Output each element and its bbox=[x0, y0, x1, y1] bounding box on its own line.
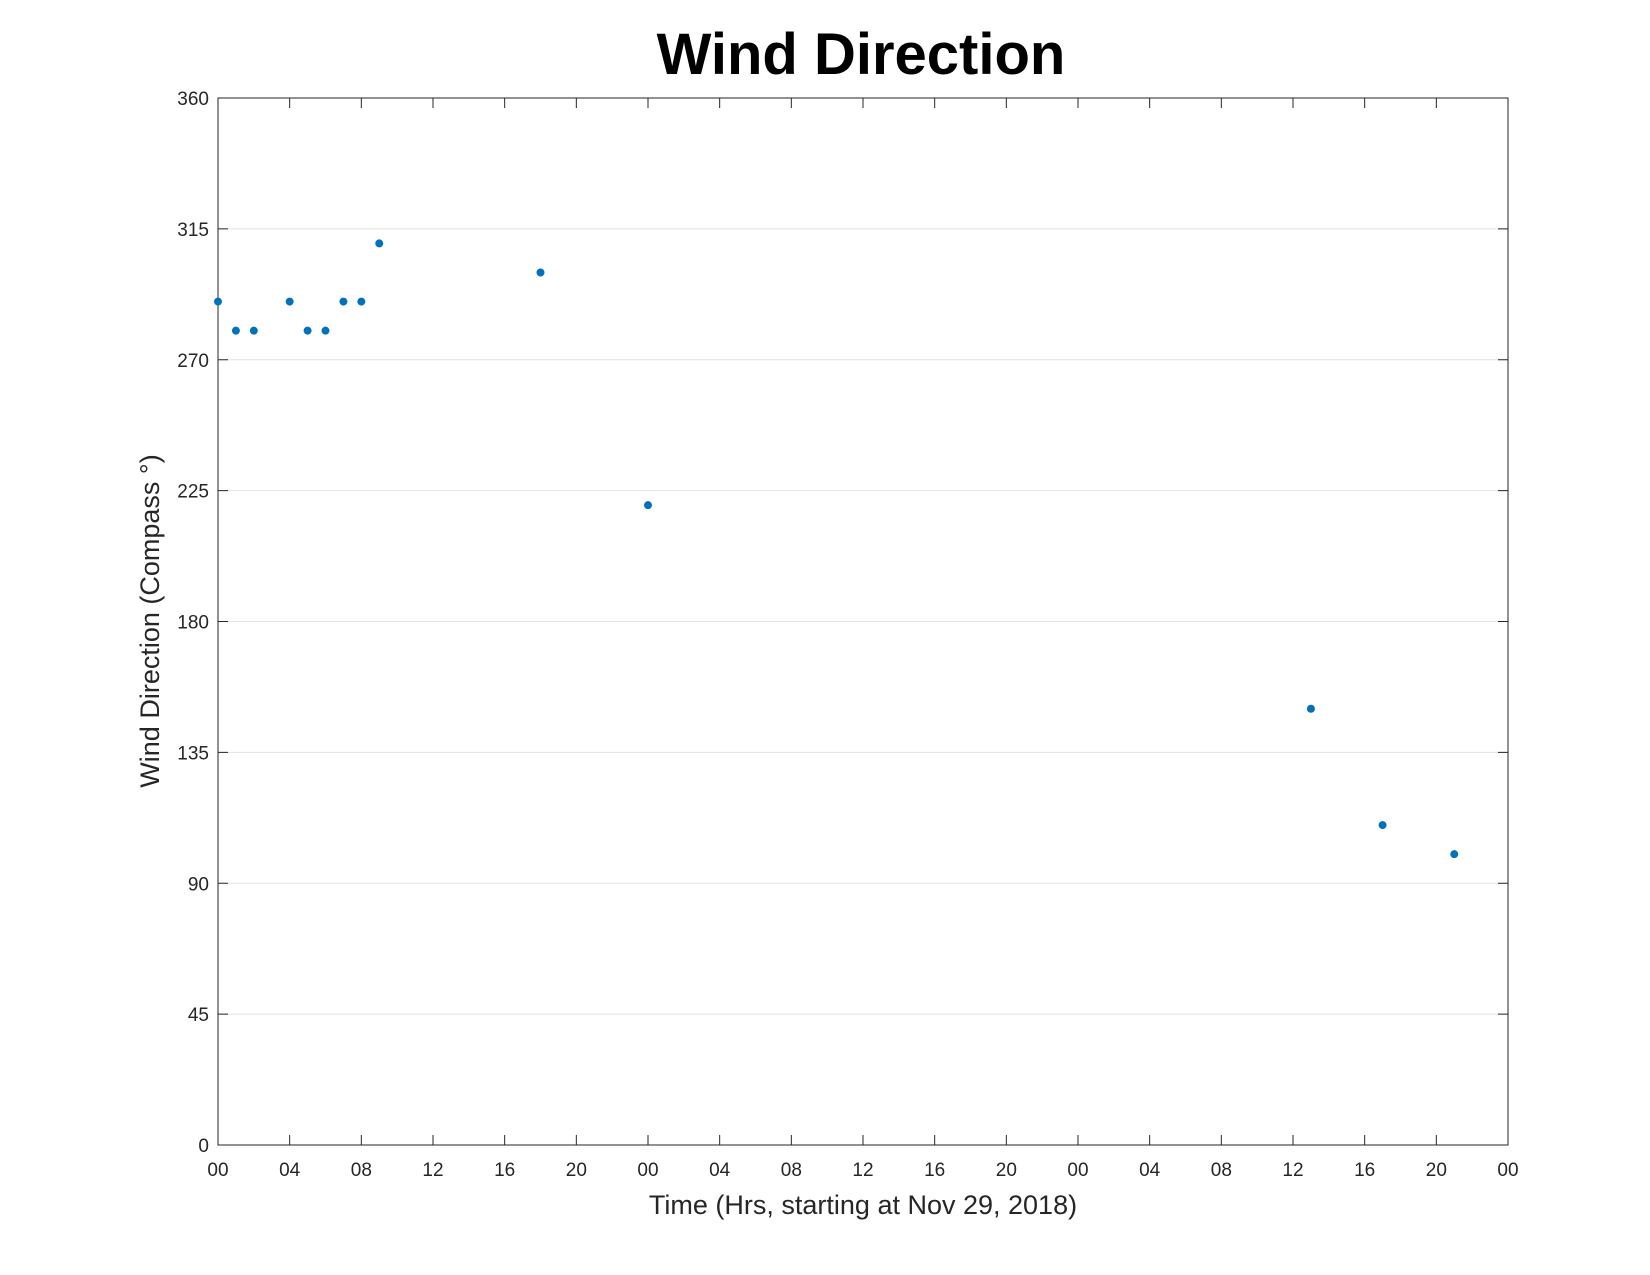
data-point bbox=[285, 297, 294, 306]
y-tick-label: 90 bbox=[188, 874, 209, 895]
x-tick-label: 16 bbox=[924, 1160, 945, 1181]
data-point bbox=[375, 239, 384, 248]
y-tick-label: 225 bbox=[177, 482, 209, 503]
data-point bbox=[339, 297, 348, 306]
data-point bbox=[1306, 704, 1315, 713]
y-axis-label: Wind Direction (Compass °) bbox=[135, 454, 165, 787]
data-point bbox=[321, 326, 330, 335]
x-tick-label: 04 bbox=[1139, 1160, 1161, 1181]
x-tick-labels: 00 04 08 12 16 20 00 04 08 12 16 20 00 04 08 12 16 20 00 bbox=[207, 1160, 1518, 1181]
x-tick-label: 04 bbox=[709, 1160, 731, 1181]
x-tick-label: 00 bbox=[207, 1160, 228, 1181]
data-point bbox=[1378, 821, 1387, 830]
x-tick-label: 20 bbox=[566, 1160, 587, 1181]
x-tick-label: 12 bbox=[852, 1160, 873, 1181]
x-tick-label: 20 bbox=[996, 1160, 1017, 1181]
x-tick-label: 12 bbox=[422, 1160, 443, 1181]
x-tick-label: 12 bbox=[1282, 1160, 1303, 1181]
x-tick-label: 08 bbox=[351, 1160, 372, 1181]
data-points bbox=[214, 239, 1459, 859]
y-tick-label: 135 bbox=[177, 743, 209, 764]
data-point bbox=[214, 297, 222, 306]
x-tick-label: 08 bbox=[781, 1160, 802, 1181]
x-tick-label: 00 bbox=[1497, 1160, 1518, 1181]
grid-lines bbox=[218, 228, 1508, 1015]
data-point bbox=[644, 501, 652, 510]
chart-title: Wind Direction bbox=[657, 22, 1066, 87]
y-tick-label: 45 bbox=[188, 1005, 209, 1026]
data-point bbox=[303, 326, 312, 335]
data-point bbox=[231, 326, 240, 335]
x-tick-label: 20 bbox=[1426, 1160, 1447, 1181]
x-tick-label: 04 bbox=[279, 1160, 301, 1181]
data-point bbox=[536, 268, 545, 277]
data-point bbox=[357, 297, 366, 306]
y-tick-label: 270 bbox=[177, 351, 209, 372]
data-point bbox=[249, 326, 258, 335]
x-tick-label: 00 bbox=[637, 1160, 658, 1181]
x-tick-label: 00 bbox=[1067, 1160, 1088, 1181]
plot-frame bbox=[217, 97, 1509, 1146]
y-tick-label: 0 bbox=[198, 1136, 209, 1157]
y-tick-labels: 0 45 90 135 180 225 270 315 360 bbox=[177, 89, 209, 1157]
y-tick-label: 315 bbox=[177, 220, 209, 241]
x-axis-label: Time (Hrs, starting at Nov 29, 2018) bbox=[649, 1190, 1077, 1220]
y-tick-label: 360 bbox=[177, 89, 209, 110]
data-point bbox=[1450, 850, 1459, 859]
x-tick-label: 16 bbox=[1354, 1160, 1375, 1181]
x-tick-label: 08 bbox=[1211, 1160, 1232, 1181]
x-tick-label: 16 bbox=[494, 1160, 515, 1181]
y-tick-label: 180 bbox=[177, 613, 209, 634]
